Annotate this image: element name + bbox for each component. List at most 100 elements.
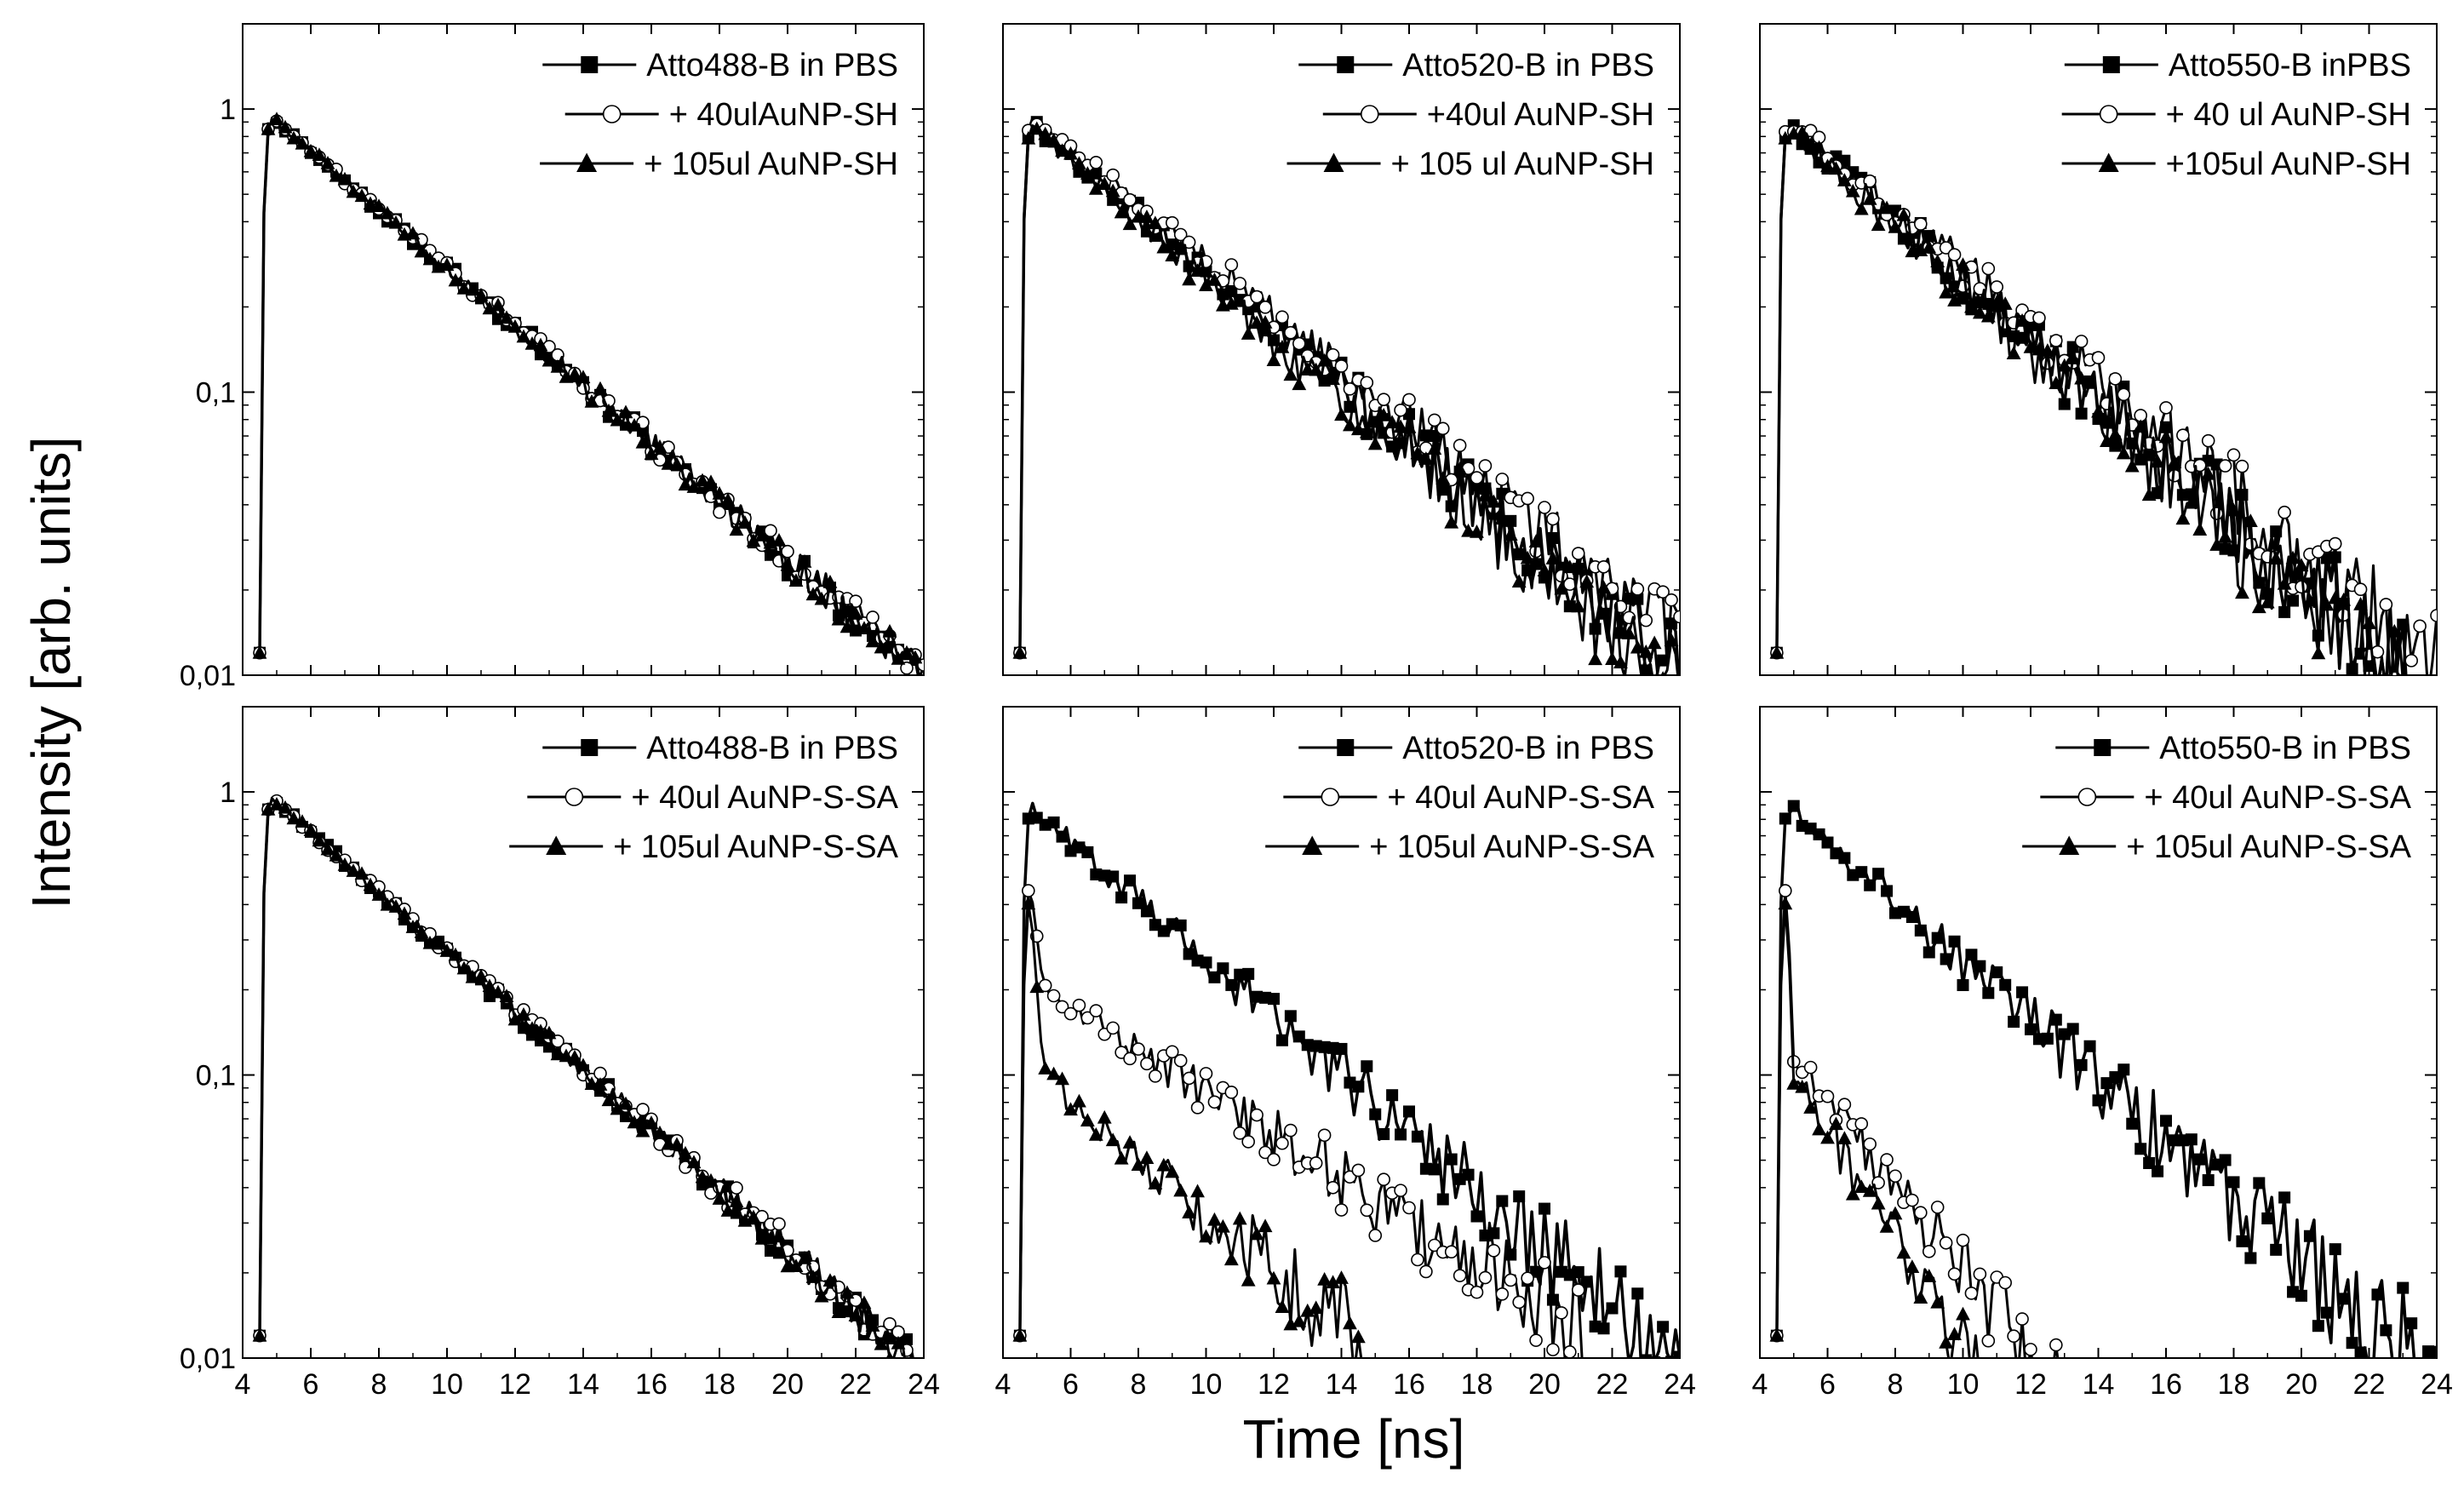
- data-point-circle: [1998, 1275, 2012, 1290]
- legend-marker-circle: [564, 788, 584, 806]
- data-point-circle: [1199, 1067, 1213, 1080]
- data-point-circle: [1165, 1045, 1179, 1059]
- data-point-circle: [1990, 280, 2004, 294]
- data-point-circle: [730, 1181, 743, 1195]
- data-point-square: [2202, 1174, 2215, 1187]
- data-point-circle: [1538, 1256, 1551, 1270]
- legend-label: + 105ul AuNP-S-SA: [613, 829, 898, 865]
- data-point-triangle: [337, 857, 352, 871]
- legend-label: +40ul AuNP-SH: [1427, 97, 1654, 133]
- data-point-triangle: [1829, 161, 1843, 175]
- data-point-circle: [1563, 1345, 1577, 1358]
- x-tick-label: 12: [499, 1368, 531, 1401]
- data-point-square: [2227, 544, 2240, 557]
- legend-marker-triangle: [2098, 152, 2119, 172]
- data-point-square: [2287, 594, 2300, 607]
- data-point-circle: [1258, 1145, 1272, 1160]
- legend-marker-circle: [602, 105, 622, 123]
- data-point-circle: [1596, 559, 1611, 574]
- data-point-triangle: [1207, 1212, 1222, 1226]
- x-tick-label: 10: [431, 1368, 463, 1401]
- data-point-circle: [1939, 1235, 1953, 1250]
- data-point-circle: [1880, 1153, 1894, 1166]
- data-point-triangle: [1088, 181, 1103, 195]
- data-point-triangle: [499, 310, 514, 324]
- data-point-triangle: [695, 473, 710, 487]
- data-point-triangle: [1854, 201, 1869, 215]
- data-point-triangle: [678, 477, 693, 491]
- data-point-circle: [2398, 673, 2408, 675]
- data-point-triangle: [1165, 1164, 1180, 1178]
- y-tick-label: 1: [220, 777, 236, 809]
- data-point-triangle: [2294, 558, 2309, 572]
- data-point-triangle: [1989, 295, 2004, 309]
- data-point-triangle: [524, 1021, 540, 1035]
- data-point-triangle: [1359, 424, 1374, 438]
- legend-label: Atto488-B in PBS: [646, 731, 898, 766]
- data-point-triangle: [797, 1250, 812, 1264]
- data-point-circle: [1435, 421, 1450, 436]
- legend-label: Atto520-B in PBS: [1402, 48, 1654, 83]
- data-point-triangle: [2336, 592, 2352, 606]
- data-point-square: [1047, 816, 1060, 828]
- data-point-triangle: [1812, 140, 1826, 154]
- data-point-square: [1225, 978, 1238, 991]
- data-point-triangle: [891, 651, 906, 665]
- data-point-circle: [636, 1103, 650, 1116]
- data-point-triangle: [1326, 1275, 1340, 1289]
- data-point-triangle: [1562, 559, 1578, 574]
- data-point-square: [1513, 1190, 1526, 1203]
- data-point-square: [2075, 407, 2088, 420]
- data-point-triangle: [2243, 513, 2258, 527]
- legend-marker-triangle: [576, 152, 598, 172]
- data-point-circle: [2108, 372, 2123, 386]
- data-point-triangle: [1596, 580, 1611, 593]
- data-point-triangle: [1605, 651, 1619, 666]
- data-point-triangle: [610, 412, 625, 427]
- data-point-triangle: [2192, 522, 2208, 536]
- data-point-triangle: [601, 403, 616, 417]
- data-point-triangle: [295, 814, 310, 828]
- data-point-triangle: [2201, 466, 2216, 480]
- data-point-circle: [1820, 1089, 1835, 1103]
- data-point-triangle: [891, 1335, 906, 1350]
- x-tick-label: 16: [1393, 1368, 1425, 1401]
- data-point-triangle: [1038, 1061, 1053, 1075]
- data-point-triangle: [1871, 1195, 1886, 1210]
- data-point-triangle: [2167, 455, 2182, 468]
- data-point-circle: [1521, 1271, 1534, 1286]
- data-point-triangle: [312, 833, 327, 847]
- data-point-triangle: [1803, 137, 1819, 152]
- data-point-square: [1428, 1163, 1441, 1176]
- x-tick-label: 24: [908, 1368, 940, 1401]
- data-point-triangle: [695, 1169, 710, 1184]
- data-point-circle: [1854, 1117, 1869, 1131]
- data-point-square: [2397, 1281, 2410, 1294]
- data-point-triangle: [1511, 574, 1527, 588]
- series-layer: [252, 112, 924, 675]
- data-point-triangle: [1241, 326, 1256, 340]
- data-point-square: [1965, 949, 1978, 961]
- data-point-square: [1931, 931, 1944, 944]
- data-point-triangle: [1350, 421, 1366, 436]
- data-point-triangle: [771, 1229, 787, 1243]
- x-tick-label: 14: [2083, 1368, 2115, 1401]
- data-point-circle: [1538, 501, 1551, 514]
- legend-marker-square: [1337, 56, 1355, 73]
- data-point-triangle: [1494, 511, 1510, 525]
- series-layer: [252, 794, 919, 1358]
- data-point-square: [1572, 1266, 1584, 1279]
- data-point-triangle: [1930, 254, 1945, 267]
- data-point-triangle: [1820, 1130, 1835, 1144]
- data-point-triangle: [1922, 1269, 1937, 1282]
- data-point-square: [2193, 1153, 2206, 1166]
- data-point-triangle: [1258, 1218, 1273, 1233]
- data-point-triangle: [312, 147, 327, 161]
- data-point-triangle: [1207, 272, 1222, 286]
- data-point-square: [1991, 966, 2003, 978]
- data-point-square: [2253, 1177, 2266, 1189]
- data-point-triangle: [371, 887, 387, 901]
- data-point-circle: [1267, 1153, 1281, 1166]
- data-point-triangle: [2251, 599, 2266, 614]
- data-point-triangle: [542, 1025, 557, 1040]
